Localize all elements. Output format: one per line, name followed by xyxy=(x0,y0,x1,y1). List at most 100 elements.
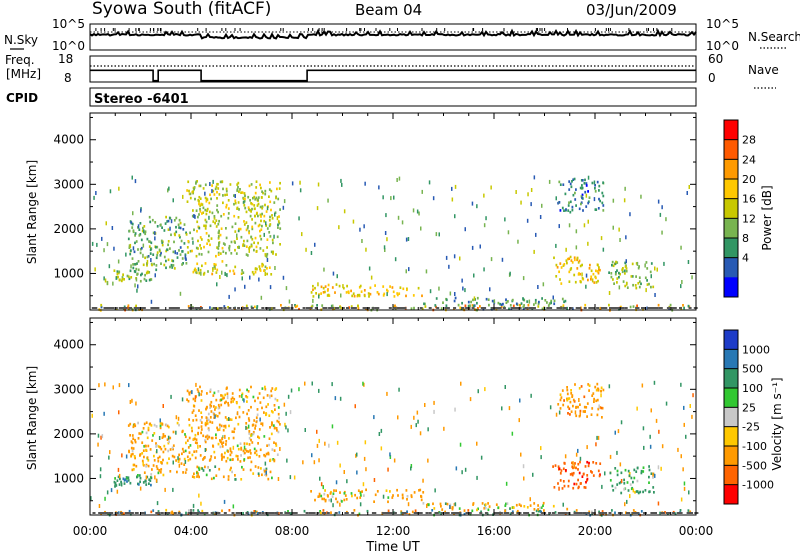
scatter-cell-sparse xyxy=(342,284,344,289)
scatter-cell xyxy=(406,495,409,498)
scatter-cell xyxy=(188,509,190,512)
scatter-cell-sparse xyxy=(112,281,114,286)
scatter-cell xyxy=(595,276,597,280)
scatter-cell xyxy=(137,421,139,425)
scatter-cell xyxy=(178,218,181,222)
scatter-cell xyxy=(598,189,600,192)
scatter-cell-sparse xyxy=(248,248,250,253)
scatter-cell-sparse xyxy=(316,443,319,448)
scatter-cell-sparse xyxy=(142,461,144,466)
scatter-cell-sparse xyxy=(410,464,413,468)
scatter-cell xyxy=(217,210,219,214)
scatter-cell xyxy=(254,510,257,513)
scatter-cell xyxy=(194,456,197,460)
scatter-cell-sparse xyxy=(587,219,589,224)
scatter-cell xyxy=(123,512,125,515)
scatter-cell xyxy=(247,450,250,453)
scatter-cell xyxy=(570,410,573,413)
scatter-cell xyxy=(413,491,416,494)
ground-scatter-cell xyxy=(635,307,639,309)
scatter-cell xyxy=(127,306,129,309)
ground-scatter-cell xyxy=(583,307,587,309)
scatter-cell xyxy=(644,489,647,492)
scatter-cell xyxy=(277,430,280,434)
ground-scatter-cell xyxy=(372,512,376,514)
scatter-cell-sparse xyxy=(287,428,289,433)
scatter-cell-sparse xyxy=(274,212,276,217)
scatter-cell xyxy=(238,190,240,194)
scatter-cell xyxy=(169,436,172,440)
scatter-cell xyxy=(459,306,462,310)
scatter-cell-sparse xyxy=(283,402,286,407)
scatter-cell xyxy=(217,253,220,256)
scatter-cell xyxy=(558,180,561,184)
scatter-cell xyxy=(509,304,512,307)
scatter-cell xyxy=(246,449,248,453)
scatter-cell xyxy=(567,412,569,415)
scatter-cell xyxy=(542,501,545,505)
scatter-cell xyxy=(264,192,267,196)
ground-scatter-cell xyxy=(210,512,214,514)
scatter-cell xyxy=(245,304,248,308)
scatter-cell xyxy=(206,465,209,469)
ground-scatter-cell xyxy=(294,512,298,514)
scatter-cell-sparse xyxy=(384,231,387,235)
scatter-cell xyxy=(518,303,521,307)
scatter-cell xyxy=(245,245,248,248)
scatter-cell xyxy=(243,204,246,207)
scatter-cell-sparse xyxy=(135,277,138,282)
scatter-cell-sparse xyxy=(422,478,424,483)
ground-scatter-cell xyxy=(523,512,527,514)
ground-scatter-cell xyxy=(588,307,592,309)
scatter-cell xyxy=(141,441,144,444)
scatter-cell xyxy=(169,448,172,451)
ground-scatter-cell xyxy=(631,512,635,514)
scatter-cell xyxy=(625,511,627,514)
scatter-cell-sparse xyxy=(485,216,487,221)
scatter-cell xyxy=(263,468,265,472)
scatter-cell-sparse xyxy=(398,176,401,181)
scatter-cell xyxy=(198,252,201,256)
scatter-cell xyxy=(203,456,206,459)
scatter-cell xyxy=(559,183,562,186)
scatter-cell-sparse xyxy=(283,199,286,204)
scatter-cell xyxy=(476,301,478,305)
scatter-cell xyxy=(585,480,587,484)
scatter-cell-sparse xyxy=(273,234,275,239)
scatter-cell xyxy=(150,483,152,487)
scatter-cell xyxy=(265,224,268,227)
scatter-cell xyxy=(201,264,203,268)
scatter-cell-sparse xyxy=(174,250,176,255)
scatter-cell xyxy=(140,238,143,242)
scatter-cell-sparse xyxy=(515,190,517,194)
scatter-cell xyxy=(664,511,666,514)
scatter-cell xyxy=(239,442,242,445)
ground-scatter-cell xyxy=(393,307,397,309)
ground-scatter-cell xyxy=(403,512,407,514)
scatter-cell xyxy=(250,243,253,247)
scatter-cell xyxy=(483,507,486,510)
scatter-cell xyxy=(131,222,134,226)
scatter-cell xyxy=(438,511,441,514)
scatter-cell xyxy=(504,509,506,513)
scatter-cell-sparse xyxy=(548,179,551,184)
scatter-cell xyxy=(340,306,343,310)
scatter-cell xyxy=(253,248,255,252)
scatter-cell-sparse xyxy=(629,494,631,499)
ground-scatter-cell xyxy=(286,307,290,309)
scatter-cell-sparse xyxy=(657,199,660,204)
scatter-cell xyxy=(134,241,136,245)
scatter-cell xyxy=(616,473,619,477)
scatter-cell xyxy=(237,458,239,461)
scatter-cell-sparse xyxy=(311,453,313,458)
scatter-cell xyxy=(577,273,580,276)
scatter-cell xyxy=(220,394,222,397)
scatter-cell xyxy=(314,498,316,502)
scatter-cell xyxy=(484,506,487,510)
scatter-cell xyxy=(249,199,251,202)
scatter-cell-sparse xyxy=(608,291,611,295)
scatter-cell xyxy=(591,471,593,474)
scatter-cell xyxy=(598,474,601,478)
scatter-cell xyxy=(200,202,203,206)
scatter-cell xyxy=(659,511,661,515)
